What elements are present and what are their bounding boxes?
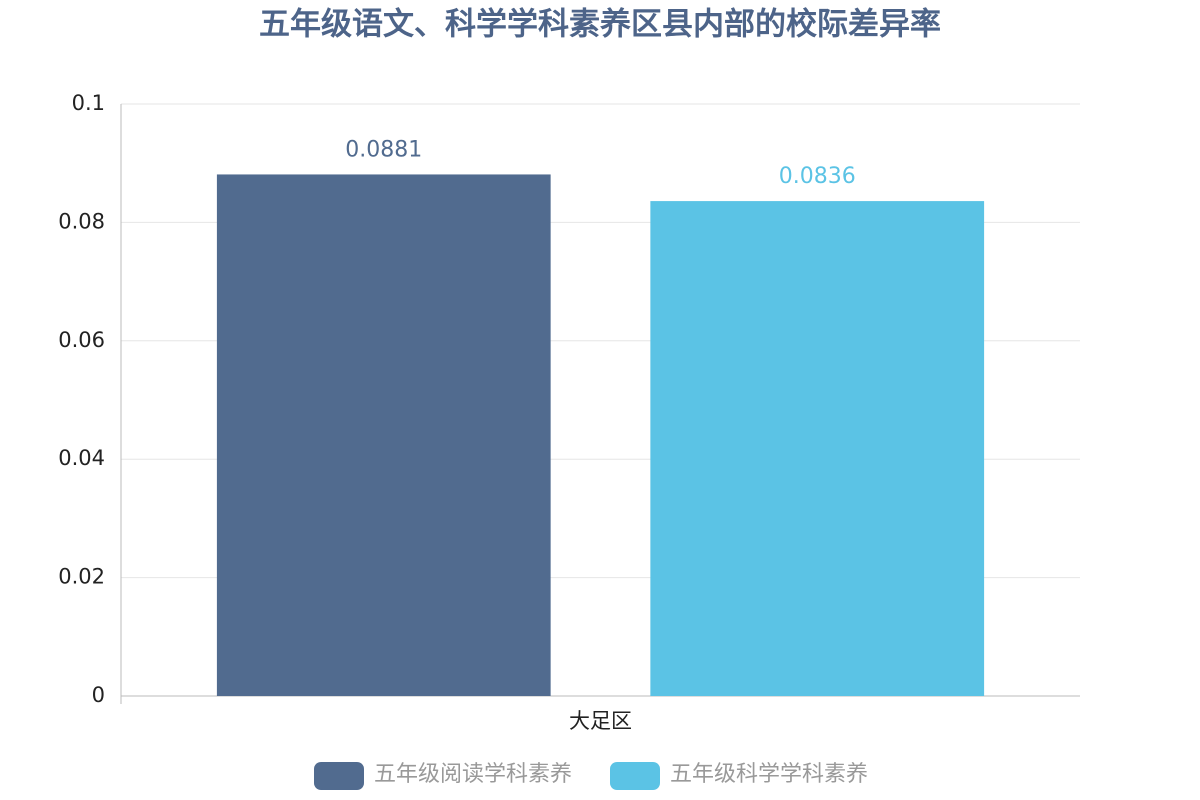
y-tick-label: 0 [92, 683, 105, 707]
bar [216, 174, 551, 696]
legend-label: 五年级科学学科素养 [670, 762, 868, 787]
value-label: 0.0881 [345, 137, 422, 162]
legend-swatch [314, 762, 364, 790]
value-label: 0.0836 [779, 164, 856, 189]
legend-swatch [610, 762, 660, 790]
y-tick-label: 0.1 [72, 91, 105, 115]
y-tick-label: 0.04 [58, 446, 105, 470]
bar [650, 201, 985, 696]
x-tick-label: 大足区 [569, 709, 632, 733]
y-tick-label: 0.06 [58, 328, 105, 352]
chart-title: 五年级语文、科学学科素养区县内部的校际差异率 [259, 7, 941, 43]
legend-label: 五年级阅读学科素养 [374, 762, 572, 787]
y-tick-label: 0.02 [58, 565, 105, 589]
y-tick-label: 0.08 [58, 209, 105, 233]
